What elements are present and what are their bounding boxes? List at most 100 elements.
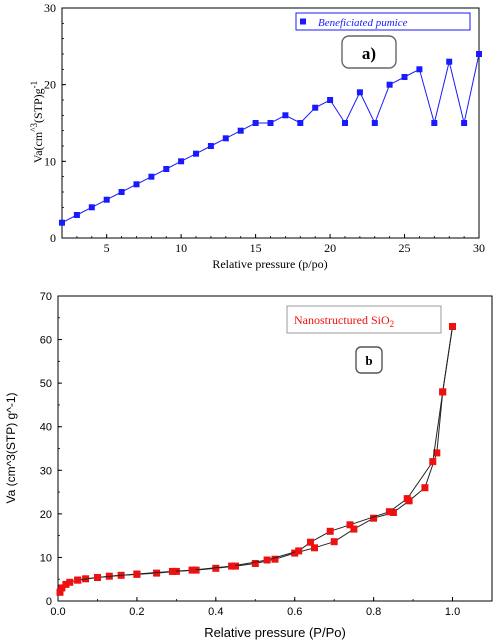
- x-tick-label: 15: [250, 241, 262, 255]
- data-point: [163, 166, 170, 172]
- x-tick-label: 20: [324, 241, 336, 255]
- data-point: [416, 66, 423, 73]
- x-tick-label: 10: [175, 241, 187, 255]
- data-point: [461, 120, 468, 126]
- data-point: [307, 538, 314, 546]
- data-point: [431, 120, 438, 126]
- data-point: [168, 567, 176, 575]
- y-tick-label: 50: [40, 378, 52, 390]
- x-tick-label: 0.8: [366, 606, 381, 618]
- x-tick-label: 5: [104, 241, 110, 255]
- panel-a-legend-marker: [300, 18, 306, 25]
- panel-b-x-axis-label: Relative pressure (P/Po): [204, 625, 346, 640]
- x-tick-label: 0.0: [50, 606, 65, 618]
- data-point: [178, 158, 185, 165]
- series-line: [61, 53, 480, 224]
- x-tick-label: 30: [473, 241, 485, 255]
- data-point: [133, 181, 140, 188]
- data-point: [62, 580, 70, 588]
- data-point: [232, 562, 239, 570]
- data-point: [370, 514, 378, 522]
- data-point: [446, 58, 453, 65]
- data-point: [311, 544, 318, 552]
- data-point: [188, 566, 196, 574]
- series-line: [77, 326, 453, 581]
- data-point: [371, 120, 378, 126]
- data-point: [389, 509, 397, 516]
- y-tick-label: 60: [40, 335, 52, 347]
- panel-a-x-axis-label: Relative pressure (p/po): [212, 257, 327, 271]
- y-tick-label: 0: [50, 231, 56, 245]
- data-point: [330, 538, 338, 546]
- panel-a-series: [59, 51, 482, 226]
- panel-a-label-box: [341, 35, 397, 69]
- y-tick-label: 30: [44, 1, 56, 15]
- data-point: [103, 196, 110, 203]
- data-point: [133, 570, 141, 578]
- y-tick-label: 10: [44, 154, 56, 168]
- panel-b-legend-text: Nanostructured SiO2: [294, 313, 394, 329]
- panel-b-legend-box: [286, 305, 442, 334]
- x-tick-label: 1.0: [445, 606, 460, 618]
- data-point: [297, 120, 304, 126]
- data-point: [385, 508, 393, 516]
- panel-b-plot-frame: [57, 295, 493, 602]
- x-tick-label: 0.4: [208, 606, 223, 618]
- data-point: [56, 588, 64, 596]
- data-point: [222, 135, 229, 142]
- data-point: [74, 576, 82, 584]
- data-point: [356, 89, 363, 96]
- x-tick-label: 0.2: [129, 606, 144, 618]
- data-point: [118, 189, 125, 195]
- y-tick-label: 40: [40, 422, 52, 434]
- data-point: [433, 449, 441, 457]
- data-point: [439, 388, 447, 396]
- panel-a-label: a): [362, 44, 376, 63]
- data-point: [252, 120, 259, 126]
- panel-b-axis-ticks: 0.0 0.2 0.4 0.6 0.8 1.0 0 10 20 30 40 50 60 70: [40, 291, 493, 618]
- data-point: [228, 562, 236, 570]
- panel-b-series: [56, 323, 456, 596]
- data-point: [476, 51, 482, 57]
- x-tick-label: 0.6: [287, 606, 302, 618]
- data-point: [251, 560, 259, 567]
- data-point: [94, 574, 101, 581]
- panel-b-label-box: [355, 346, 383, 374]
- y-tick-label: 30: [40, 465, 52, 477]
- y-tick-label: 10: [40, 552, 52, 564]
- panel-a-legend-text: Beneficiated pumice: [318, 17, 408, 29]
- data-point: [342, 120, 348, 126]
- data-point: [326, 527, 334, 535]
- data-point: [237, 127, 244, 134]
- data-point: [73, 212, 80, 218]
- panel-a-chart: 5 10 15 20 25 30 0 10 20 30 Beneficiated pumice a…: [29, 1, 485, 271]
- data-point: [386, 81, 393, 88]
- y-tick-label: 70: [40, 291, 52, 303]
- data-point: [58, 584, 66, 592]
- data-point: [312, 104, 319, 111]
- y-tick-label: 20: [44, 78, 56, 92]
- data-point: [267, 120, 274, 126]
- data-point: [429, 458, 437, 466]
- panel-a-legend-box: [295, 12, 471, 31]
- data-point: [88, 204, 95, 211]
- panel-b-label: b: [365, 353, 372, 368]
- data-point: [193, 150, 199, 157]
- data-point: [401, 74, 408, 80]
- data-point: [327, 97, 334, 103]
- data-point: [263, 556, 271, 564]
- panel-a-y-axis-label: Va(cm^3(STP)g-1: [29, 81, 45, 163]
- data-point: [148, 173, 155, 180]
- data-point: [350, 525, 358, 533]
- panel-a-axis-ticks: 5 10 15 20 25 30 0 10 20 30: [44, 1, 485, 255]
- panel-b-y-axis-label: Va (cm^3(STP) g^-1): [4, 392, 18, 503]
- series-line: [59, 326, 453, 593]
- panel-b-chart: 0.0 0.2 0.4 0.6 0.8 1.0 0 10 20 30 40 50 60 70 Nanost…: [4, 291, 493, 640]
- data-point: [271, 555, 279, 563]
- data-point: [421, 484, 429, 492]
- data-point: [212, 564, 220, 572]
- data-point: [295, 547, 303, 555]
- y-tick-label: 20: [40, 509, 52, 521]
- data-point: [291, 549, 299, 557]
